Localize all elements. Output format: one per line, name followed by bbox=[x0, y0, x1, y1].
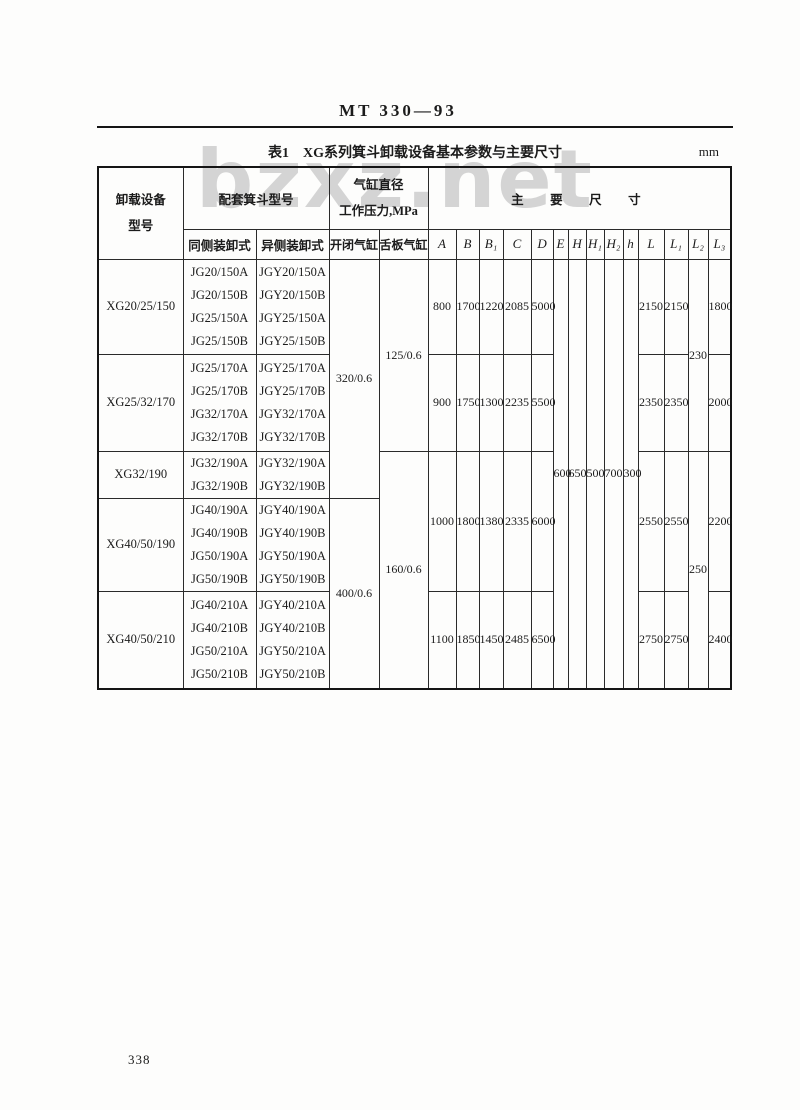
header-same-side: 同侧装卸式 bbox=[182, 228, 257, 260]
parameters-table: 卸载设备 型号 配套箕斗型号 气缸直径 工作压力,MPa 主 要 尺 寸 同侧装… bbox=[97, 166, 733, 690]
open-close-cylinder-cell: 320/0.6 bbox=[328, 258, 380, 499]
dim-C-cell: 2085 bbox=[502, 258, 532, 355]
dim-C-cell: 2335 bbox=[502, 450, 532, 592]
device-model-cell: XG25/32/170 bbox=[97, 353, 184, 452]
tongue-cylinder-cell: 125/0.6 bbox=[378, 258, 429, 452]
dim-H2-cell: 700 bbox=[603, 258, 624, 690]
dim-h-cell: 300 bbox=[622, 258, 642, 690]
dim-L3-cell: 2000 bbox=[707, 353, 733, 452]
same-side-skips-cell: JG40/190A JG40/190B JG50/190A JG50/190B bbox=[182, 497, 257, 592]
header-dim-B: B bbox=[455, 228, 480, 260]
device-model-cell: XG32/190 bbox=[97, 450, 184, 499]
header-dim-L: L bbox=[637, 228, 665, 260]
dim-D-cell: 5000 bbox=[530, 258, 556, 355]
header-open-close-cylinder: 开闭气缸 bbox=[328, 228, 380, 260]
parameters-table-wrap: 卸载设备 型号 配套箕斗型号 气缸直径 工作压力,MPa 主 要 尺 寸 同侧装… bbox=[97, 166, 733, 690]
dim-C-cell: 2485 bbox=[502, 590, 532, 690]
table-row: XG32/190 JG32/190A JG32/190B JGY32/190A … bbox=[97, 450, 733, 690]
header-dim-H1: H₁ bbox=[585, 228, 605, 260]
same-side-skips-cell: JG32/190A JG32/190B bbox=[182, 450, 257, 499]
header-device-model: 卸载设备 型号 bbox=[97, 166, 184, 260]
table-row: XG20/25/150 JG20/150A JG20/150B JG25/150… bbox=[97, 258, 733, 690]
header-cylinder: 气缸直径 工作压力,MPa bbox=[328, 166, 429, 230]
dim-D-cell: 6500 bbox=[530, 590, 556, 690]
dim-B-cell: 1800 bbox=[455, 450, 481, 592]
header-dim-C: C bbox=[502, 228, 532, 260]
dim-H1-cell: 500 bbox=[585, 258, 605, 690]
header-main-dimensions: 主 要 尺 寸 bbox=[427, 166, 732, 230]
dim-L2-cell: 250 bbox=[687, 450, 709, 690]
header-dim-h: h bbox=[622, 228, 639, 260]
dim-L2-cell: 230 bbox=[687, 258, 709, 452]
dim-B1-cell: 1300 bbox=[478, 353, 504, 452]
dim-L3-cell: 2400 bbox=[707, 590, 733, 690]
header-dim-L1: L₁ bbox=[663, 228, 689, 260]
dim-A-cell: 1000 bbox=[427, 450, 457, 592]
device-model-cell: XG40/50/210 bbox=[97, 590, 184, 690]
dim-L-cell: 2350 bbox=[637, 353, 665, 452]
dim-B1-cell: 1220 bbox=[478, 258, 504, 355]
opposite-side-skips-cell: JGY25/170A JGY25/170B JGY32/170A JGY32/1… bbox=[255, 353, 330, 452]
dim-L-cell: 2750 bbox=[637, 590, 665, 690]
header-dim-B1: B₁ bbox=[478, 228, 504, 260]
dim-L1-cell: 2350 bbox=[663, 353, 689, 452]
table-row: XG40/50/210 JG40/210A JG40/210B JG50/210… bbox=[97, 590, 733, 690]
header-dim-A: A bbox=[427, 228, 457, 260]
device-model-cell: XG20/25/150 bbox=[97, 258, 184, 355]
dim-B-cell: 1700 bbox=[455, 258, 481, 355]
header-tongue-cylinder: 舌板气缸 bbox=[378, 228, 429, 260]
unit-label: mm bbox=[698, 144, 719, 159]
dim-L-cell: 2150 bbox=[637, 258, 665, 355]
page-number: 338 bbox=[128, 1052, 151, 1067]
table-title-row: 表1 XG系列箕斗卸载设备基本参数与主要尺寸 mm bbox=[97, 142, 733, 162]
header-dim-H2: H₂ bbox=[603, 228, 624, 260]
header-dim-L3: L₃ bbox=[707, 228, 732, 260]
dim-L3-cell: 2200 bbox=[707, 450, 733, 592]
dim-L-cell: 2550 bbox=[637, 450, 665, 592]
dim-L3-cell: 1800 bbox=[707, 258, 733, 355]
dim-D-cell: 5500 bbox=[530, 353, 556, 452]
standard-code: MT 330—93 bbox=[339, 101, 457, 120]
header-dim-D: D bbox=[530, 228, 554, 260]
table-row: XG40/50/190 JG40/190A JG40/190B JG50/190… bbox=[97, 497, 731, 690]
table-title: 表1 XG系列箕斗卸载设备基本参数与主要尺寸 bbox=[268, 146, 562, 161]
dim-A-cell: 800 bbox=[427, 258, 457, 355]
header-dim-H: H bbox=[567, 228, 587, 260]
dim-A-cell: 900 bbox=[427, 353, 457, 452]
header-dim-E: E bbox=[552, 228, 569, 260]
table-row: XG25/32/170 JG25/170A JG25/170B JG32/170… bbox=[97, 353, 733, 452]
open-close-cylinder-cell: 400/0.6 bbox=[328, 497, 380, 690]
tongue-cylinder-cell: 160/0.6 bbox=[378, 450, 429, 690]
dim-A-cell: 1100 bbox=[427, 590, 457, 690]
dim-L1-cell: 2750 bbox=[663, 590, 689, 690]
header-opposite-side: 异侧装卸式 bbox=[255, 228, 330, 260]
dim-E-cell: 600 bbox=[552, 258, 572, 690]
same-side-skips-cell: JG20/150A JG20/150B JG25/150A JG25/150B bbox=[182, 258, 257, 355]
opposite-side-skips-cell: JGY40/190A JGY40/190B JGY50/190A JGY50/1… bbox=[255, 497, 330, 592]
header-matched-skip: 配套箕斗型号 bbox=[182, 166, 330, 230]
header-rule bbox=[97, 126, 733, 128]
dim-B-cell: 1850 bbox=[455, 590, 481, 690]
same-side-skips-cell: JG40/210A JG40/210B JG50/210A JG50/210B bbox=[182, 590, 257, 690]
header-dim-L2: L₂ bbox=[687, 228, 709, 260]
dim-D-cell: 6000 bbox=[530, 450, 556, 592]
dim-L1-cell: 2550 bbox=[663, 450, 689, 592]
same-side-skips-cell: JG25/170A JG25/170B JG32/170A JG32/170B bbox=[182, 353, 257, 452]
dim-B-cell: 1750 bbox=[455, 353, 481, 452]
dim-B1-cell: 1380 bbox=[478, 450, 504, 592]
opposite-side-skips-cell: JGY40/210A JGY40/210B JGY50/210A JGY50/2… bbox=[255, 590, 330, 690]
dim-H-cell: 650 bbox=[567, 258, 587, 690]
device-model-cell: XG40/50/190 bbox=[97, 497, 184, 592]
dim-L1-cell: 2150 bbox=[663, 258, 689, 355]
opposite-side-skips-cell: JGY20/150A JGY20/150B JGY25/150A JGY25/1… bbox=[255, 258, 330, 355]
dim-C-cell: 2235 bbox=[502, 353, 532, 452]
dim-B1-cell: 1450 bbox=[478, 590, 504, 690]
opposite-side-skips-cell: JGY32/190A JGY32/190B bbox=[255, 450, 330, 499]
